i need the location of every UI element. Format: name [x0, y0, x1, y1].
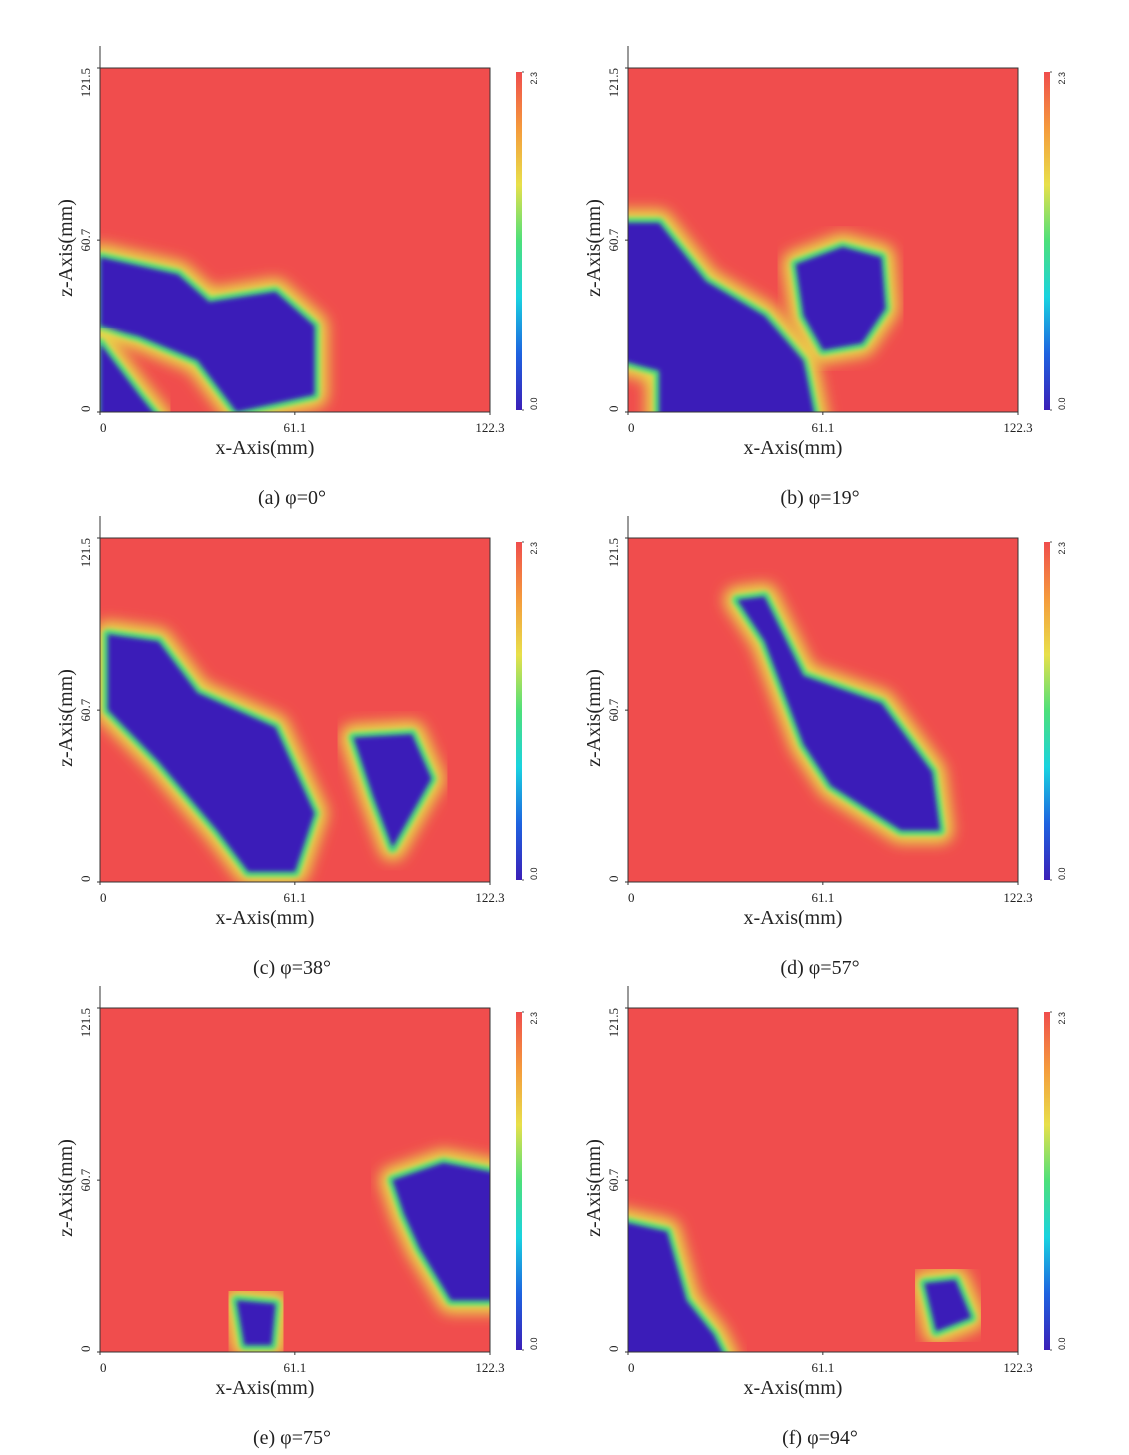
region-core [737, 596, 940, 831]
colorbar [516, 542, 522, 880]
x-tick-label: 61.1 [811, 890, 834, 905]
x-tick-label: 122.3 [475, 1360, 504, 1375]
caption: (a) φ=0° [258, 487, 326, 509]
y-tick-label: 0 [606, 1346, 621, 1353]
y-axis-label: z-Axis(mm) [583, 669, 605, 767]
y-tick-label: 121.5 [78, 68, 93, 97]
panel: 0 61.1 122.3 0 60.7 121.5 x-Axis(mm) z-Axis(mm)… [583, 46, 1067, 509]
colorbar-tick-label: 2.3 [1057, 1012, 1067, 1025]
region-core [353, 734, 432, 848]
x-tick-label: 61.1 [283, 1360, 306, 1375]
y-axis-label: z-Axis(mm) [55, 1139, 77, 1237]
y-tick-label: 121.5 [606, 68, 621, 97]
y-tick-label: 60.7 [606, 228, 621, 251]
region-core [924, 1279, 972, 1332]
y-tick-label: 0 [78, 876, 93, 883]
x-tick-label: 61.1 [283, 890, 306, 905]
colorbar [1044, 72, 1050, 410]
caption: (f) φ=94° [782, 1427, 858, 1449]
y-axis-label: z-Axis(mm) [583, 199, 605, 297]
y-axis-label: z-Axis(mm) [55, 199, 77, 297]
heatmap [100, 1008, 490, 1352]
x-tick-label: 0 [628, 1360, 635, 1375]
x-tick-label: 0 [628, 420, 635, 435]
panel: 0 61.1 122.3 0 60.7 121.5 x-Axis(mm) z-Axis(mm)… [583, 516, 1067, 979]
region-core [392, 1162, 490, 1301]
y-tick-label: 60.7 [606, 698, 621, 721]
panel: 0 61.1 122.3 0 60.7 121.5 x-Axis(mm) z-Axis(mm)… [55, 46, 539, 509]
x-tick-label: 0 [628, 890, 635, 905]
caption: (d) φ=57° [780, 957, 859, 979]
y-tick-label: 0 [606, 876, 621, 883]
x-axis-label: x-Axis(mm) [216, 907, 315, 929]
y-tick-label: 60.7 [606, 1168, 621, 1191]
x-tick-label: 122.3 [1003, 420, 1032, 435]
y-tick-label: 0 [78, 1346, 93, 1353]
x-axis-label: x-Axis(mm) [744, 907, 843, 929]
colorbar [1044, 1012, 1050, 1350]
heatmap [628, 538, 1018, 882]
panel: 0 61.1 122.3 0 60.7 121.5 x-Axis(mm) z-Axis(mm)… [55, 986, 539, 1449]
x-axis-label: x-Axis(mm) [216, 1377, 315, 1399]
y-tick-label: 60.7 [78, 228, 93, 251]
caption: (c) φ=38° [253, 957, 331, 979]
colorbar-tick-label: 0.0 [1057, 867, 1067, 880]
x-tick-label: 0 [100, 890, 107, 905]
caption: (b) φ=19° [780, 487, 859, 509]
y-tick-label: 60.7 [78, 698, 93, 721]
region-core [107, 634, 315, 872]
x-tick-label: 61.1 [811, 420, 834, 435]
region-core [100, 343, 153, 412]
colorbar-tick-label: 0.0 [529, 397, 539, 410]
caption: (e) φ=75° [253, 1427, 331, 1449]
y-tick-label: 121.5 [606, 1008, 621, 1037]
y-tick-label: 0 [606, 406, 621, 413]
colorbar [516, 1012, 522, 1350]
x-tick-label: 61.1 [811, 1360, 834, 1375]
y-axis-label: z-Axis(mm) [55, 669, 77, 767]
heatmap [100, 538, 490, 882]
colorbar-tick-label: 0.0 [529, 867, 539, 880]
y-tick-label: 121.5 [78, 538, 93, 567]
x-axis-label: x-Axis(mm) [744, 437, 843, 459]
colorbar [516, 72, 522, 410]
y-axis-label: z-Axis(mm) [583, 1139, 605, 1237]
y-tick-label: 0 [78, 406, 93, 413]
x-tick-label: 122.3 [475, 420, 504, 435]
colorbar-tick-label: 2.3 [529, 72, 539, 85]
region-core [100, 257, 315, 412]
colorbar-tick-label: 0.0 [1057, 397, 1067, 410]
y-tick-label: 121.5 [606, 538, 621, 567]
x-tick-label: 122.3 [1003, 890, 1032, 905]
colorbar-tick-label: 2.3 [1057, 72, 1067, 85]
x-tick-label: 122.3 [475, 890, 504, 905]
x-tick-label: 0 [100, 1360, 107, 1375]
x-axis-label: x-Axis(mm) [216, 437, 315, 459]
panel: 0 61.1 122.3 0 60.7 121.5 x-Axis(mm) z-Axis(mm)… [583, 986, 1067, 1449]
x-tick-label: 122.3 [1003, 1360, 1032, 1375]
region-core [628, 222, 814, 412]
region-core [236, 1300, 276, 1346]
panel: 0 61.1 122.3 0 60.7 121.5 x-Axis(mm) z-Axis(mm)… [55, 516, 539, 979]
region-core [628, 1223, 723, 1352]
heatmap [628, 68, 1018, 412]
colorbar-tick-label: 2.3 [529, 542, 539, 555]
x-axis-label: x-Axis(mm) [744, 1377, 843, 1399]
x-tick-label: 61.1 [283, 420, 306, 435]
colorbar [1044, 542, 1050, 880]
y-tick-label: 121.5 [78, 1008, 93, 1037]
colorbar-tick-label: 0.0 [529, 1337, 539, 1350]
heatmap [100, 68, 490, 412]
heatmap [628, 1008, 1018, 1352]
colorbar-tick-label: 0.0 [1057, 1337, 1067, 1350]
colorbar-tick-label: 2.3 [529, 1012, 539, 1025]
y-tick-label: 60.7 [78, 1168, 93, 1191]
x-tick-label: 0 [100, 420, 107, 435]
region-core [795, 246, 886, 351]
colorbar-tick-label: 2.3 [1057, 542, 1067, 555]
